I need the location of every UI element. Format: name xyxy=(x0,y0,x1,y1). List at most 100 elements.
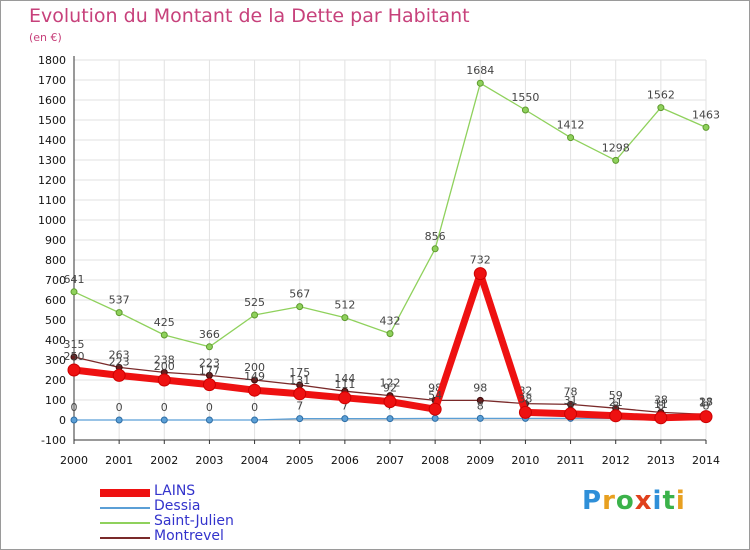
x-tick-label: 2012 xyxy=(602,454,630,467)
x-tick-label: 2007 xyxy=(376,454,404,467)
data-point-saint-julien xyxy=(115,309,123,317)
data-label-lains: 732 xyxy=(470,254,491,267)
y-tick-label: 300 xyxy=(45,354,66,367)
data-point-lains xyxy=(699,410,713,424)
data-point-dessia xyxy=(70,416,78,424)
data-label-montrevel: 263 xyxy=(109,348,130,361)
data-label-dessia: 0 xyxy=(116,401,123,414)
data-label-montrevel: 200 xyxy=(244,361,265,374)
legend-item-saint-julien: Saint-Julien xyxy=(100,513,300,531)
legend-label: Montrevel xyxy=(154,528,224,544)
y-tick-label: 400 xyxy=(45,334,66,347)
data-point-dessia xyxy=(115,416,123,424)
data-point-montrevel xyxy=(251,376,259,384)
proxiti-logo: Proxiti xyxy=(582,486,686,516)
data-label-lains: 17 xyxy=(699,397,713,410)
y-tick-label: 500 xyxy=(45,314,66,327)
data-label-montrevel: 78 xyxy=(564,385,578,398)
data-point-dessia xyxy=(341,415,349,423)
y-tick-label: 1500 xyxy=(38,114,66,127)
y-tick-label: 1700 xyxy=(38,74,66,87)
x-tick-label: 2008 xyxy=(421,454,449,467)
data-point-lains xyxy=(564,407,578,421)
y-tick-label: 1400 xyxy=(38,134,66,147)
x-tick-label: 2013 xyxy=(647,454,675,467)
data-point-lains xyxy=(428,402,442,416)
y-tick-label: 1100 xyxy=(38,194,66,207)
y-tick-label: 600 xyxy=(45,294,66,307)
logo-letter: P xyxy=(582,486,603,516)
x-tick-label: 2014 xyxy=(692,454,720,467)
data-label-saint-julien: 1463 xyxy=(692,108,720,121)
data-label-montrevel: 144 xyxy=(334,372,355,385)
logo-letter: i xyxy=(652,486,663,516)
y-tick-label: 800 xyxy=(45,254,66,267)
data-label-montrevel: 223 xyxy=(199,356,220,369)
data-label-dessia: 0 xyxy=(206,401,213,414)
data-label-dessia: 7 xyxy=(341,400,348,413)
y-tick-label: 900 xyxy=(45,234,66,247)
data-label-montrevel: 59 xyxy=(609,389,623,402)
x-tick-label: 2000 xyxy=(60,454,88,467)
data-point-lains xyxy=(248,383,262,397)
data-label-saint-julien: 525 xyxy=(244,296,265,309)
legend-item-montrevel: Montrevel xyxy=(100,528,300,546)
x-tick-label: 2003 xyxy=(195,454,223,467)
data-point-saint-julien xyxy=(341,314,349,322)
x-tick-label: 2001 xyxy=(105,454,133,467)
data-point-dessia xyxy=(476,414,484,422)
y-tick-label: 700 xyxy=(45,274,66,287)
logo-letter: x xyxy=(634,486,653,516)
data-label-lains: 54 xyxy=(428,389,442,402)
x-tick-label: 2005 xyxy=(286,454,314,467)
legend-label: Dessia xyxy=(154,498,201,514)
data-point-montrevel xyxy=(476,396,484,404)
data-label-saint-julien: 537 xyxy=(109,294,130,307)
data-point-lains xyxy=(518,405,532,419)
y-tick-label: 1300 xyxy=(38,154,66,167)
data-label-lains: 131 xyxy=(289,374,310,387)
x-tick-label: 2010 xyxy=(511,454,539,467)
data-label-dessia: 8 xyxy=(703,399,710,412)
y-tick-label: 1200 xyxy=(38,174,66,187)
data-label-dessia: 8 xyxy=(657,399,664,412)
data-label-lains: 111 xyxy=(334,378,355,391)
data-point-dessia xyxy=(431,414,439,422)
data-point-dessia xyxy=(296,415,304,423)
data-point-saint-julien xyxy=(612,156,620,164)
data-point-saint-julien xyxy=(251,311,259,319)
data-label-montrevel: 98 xyxy=(473,381,487,394)
data-point-lains xyxy=(157,373,171,387)
y-tick-label: 0 xyxy=(59,414,66,427)
data-label-dessia: 8 xyxy=(612,399,619,412)
data-label-lains: 177 xyxy=(199,365,220,378)
legend-item-dessia: Dessia xyxy=(100,498,300,516)
data-label-dessia: 0 xyxy=(251,401,258,414)
data-label-montrevel: 315 xyxy=(64,338,85,351)
y-tick-label: 1000 xyxy=(38,214,66,227)
data-point-saint-julien xyxy=(386,330,394,338)
data-point-dessia xyxy=(160,416,168,424)
x-tick-label: 2004 xyxy=(241,454,269,467)
y-tick-label: -100 xyxy=(41,434,66,447)
logo-letter: o xyxy=(615,486,635,516)
y-tick-label: 1600 xyxy=(38,94,66,107)
data-label-saint-julien: 1550 xyxy=(511,91,539,104)
data-point-lains xyxy=(338,391,352,405)
data-point-saint-julien xyxy=(160,331,168,339)
data-label-lains: 250 xyxy=(64,350,85,363)
data-point-saint-julien xyxy=(70,288,78,296)
data-label-dessia: 7 xyxy=(296,400,303,413)
data-point-montrevel xyxy=(70,353,78,361)
data-label-lains: 92 xyxy=(383,382,397,395)
legend-swatch xyxy=(100,489,150,497)
data-label-lains: 38 xyxy=(518,392,532,405)
data-label-montrevel: 28 xyxy=(699,395,713,408)
legend-label: Saint-Julien xyxy=(154,513,234,529)
x-tick-label: 2009 xyxy=(466,454,494,467)
data-label-saint-julien: 1684 xyxy=(466,64,494,77)
data-point-saint-julien xyxy=(567,134,575,142)
data-label-lains: 21 xyxy=(609,396,623,409)
data-label-montrevel: 238 xyxy=(154,353,175,366)
